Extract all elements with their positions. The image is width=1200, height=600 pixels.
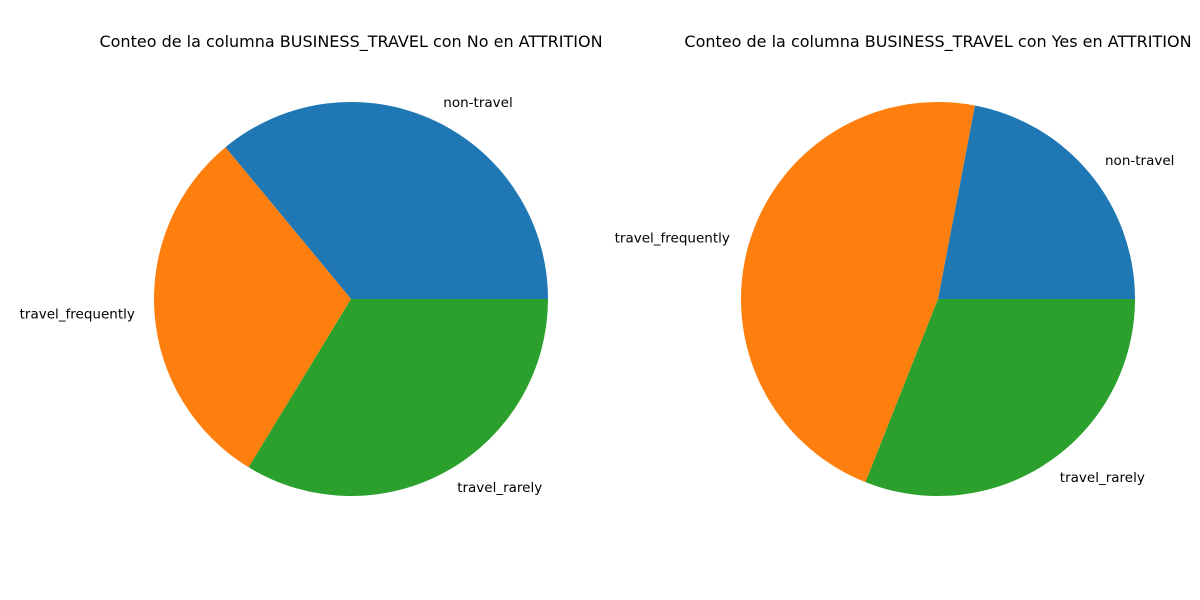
pie-label-non-travel-yes-attrition: non-travel bbox=[1105, 153, 1174, 169]
pie-label-travel-frequently-no-attrition: travel_frequently bbox=[20, 307, 135, 323]
pie-labels-no-attrition: non-travel travel_frequently travel_rarely bbox=[20, 95, 543, 496]
pie-labels-yes-attrition: non-travel travel_frequently travel_rarely bbox=[615, 153, 1175, 486]
pie-chart-yes-attrition: Conteo de la columna BUSINESS_TRAVEL con… bbox=[615, 32, 1192, 497]
chart-title-yes-attrition: Conteo de la columna BUSINESS_TRAVEL con… bbox=[684, 32, 1191, 52]
pie-slice-travel-frequently-no-attrition bbox=[154, 147, 351, 468]
pie-slice-non-travel-yes-attrition bbox=[938, 105, 1135, 300]
pie-slice-travel-rarely-yes-attrition bbox=[865, 299, 1135, 497]
pie-slice-travel-rarely-no-attrition bbox=[248, 299, 548, 496]
pie-label-travel-frequently-yes-attrition: travel_frequently bbox=[615, 231, 730, 247]
pie-slices-yes-attrition bbox=[740, 101, 1135, 497]
pie-slices-no-attrition bbox=[154, 102, 548, 496]
chart-title-no-attrition: Conteo de la columna BUSINESS_TRAVEL con… bbox=[99, 32, 602, 52]
pie-slice-non-travel-no-attrition bbox=[225, 102, 548, 299]
pie-slice-travel-frequently-yes-attrition bbox=[740, 101, 975, 483]
pie-label-travel-rarely-no-attrition: travel_rarely bbox=[457, 480, 542, 496]
pie-chart-no-attrition: Conteo de la columna BUSINESS_TRAVEL con… bbox=[20, 32, 603, 496]
pie-label-non-travel-no-attrition: non-travel bbox=[443, 95, 512, 111]
pie-label-travel-rarely-yes-attrition: travel_rarely bbox=[1060, 470, 1145, 486]
